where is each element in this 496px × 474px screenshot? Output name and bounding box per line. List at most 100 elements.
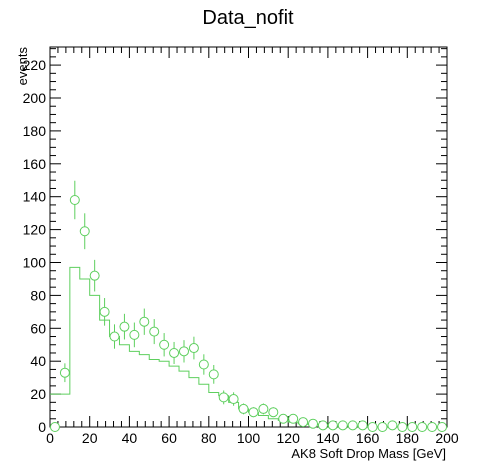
y-axis: 0 20 40 60 80 100 120 140 160 180 200 220 [23, 48, 447, 435]
data-marker [248, 407, 259, 418]
data-point [208, 364, 219, 384]
data-marker [407, 422, 418, 432]
data-point [437, 422, 448, 432]
y-tick-label: 60 [30, 320, 46, 336]
data-point [387, 420, 398, 431]
data-point [59, 363, 70, 383]
data-point [178, 340, 189, 363]
mc-step-line [50, 266, 447, 428]
x-tick-label: 20 [82, 430, 98, 446]
y-tick-label: 220 [23, 57, 47, 73]
x-tick-label: 120 [277, 430, 301, 446]
data-marker [188, 343, 199, 354]
data-marker [178, 346, 189, 357]
data-marker [99, 306, 110, 317]
data-marker [228, 394, 239, 405]
data-point [337, 420, 348, 431]
y-axis-label: events [15, 47, 30, 86]
data-point [228, 392, 239, 406]
data-point [119, 313, 130, 340]
y-tick-label: 40 [30, 353, 46, 369]
y-tick-label: 80 [30, 287, 46, 303]
y-tick-label: 180 [23, 123, 47, 139]
data-point [99, 298, 110, 326]
data-marker [59, 367, 70, 378]
data-point [49, 422, 60, 432]
y-tick-label: 140 [23, 189, 47, 205]
data-point [308, 418, 319, 429]
data-points [49, 180, 448, 432]
chart-title: Data_nofit [202, 7, 294, 29]
x-tick-label: 200 [435, 430, 459, 446]
data-point [69, 180, 80, 220]
y-tick-label: 160 [23, 156, 47, 172]
y-tick-label: 20 [30, 386, 46, 402]
data-marker [268, 407, 279, 418]
data-point [407, 422, 418, 432]
data-marker [288, 413, 299, 424]
data-point [188, 336, 199, 360]
data-point [347, 420, 358, 431]
data-marker [397, 422, 408, 432]
data-point [357, 420, 368, 431]
data-marker [129, 329, 140, 340]
x-tick-label: 40 [122, 430, 138, 446]
data-marker [208, 369, 219, 380]
x-tick-label: 160 [356, 430, 380, 446]
data-point [417, 422, 428, 432]
data-marker [317, 420, 328, 431]
y-tick-label: 200 [23, 90, 47, 106]
data-point [89, 259, 100, 292]
data-marker [298, 417, 309, 428]
y-tick-label: 0 [38, 419, 46, 435]
y-tick-label: 120 [23, 222, 47, 238]
data-point [169, 341, 180, 364]
data-marker [218, 392, 229, 403]
mc-histogram [50, 266, 447, 428]
data-marker [159, 339, 170, 350]
data-marker [347, 420, 358, 431]
data-marker [119, 321, 130, 332]
data-point [298, 417, 309, 428]
data-point [218, 390, 229, 405]
data-marker [49, 422, 60, 432]
data-marker [149, 326, 160, 337]
data-marker [377, 422, 388, 432]
y-tick-label: 100 [23, 254, 47, 270]
data-marker [139, 316, 150, 327]
data-point [327, 420, 338, 431]
data-point [238, 403, 249, 415]
data-point [367, 422, 378, 432]
data-marker [437, 422, 448, 432]
data-marker [308, 418, 319, 429]
plot-frame [49, 46, 448, 428]
data-point [129, 322, 140, 348]
data-point [278, 413, 289, 424]
data-point [149, 319, 160, 345]
data-point [198, 354, 209, 375]
data-point [159, 333, 170, 357]
data-point [288, 413, 299, 424]
data-marker [169, 347, 180, 358]
data-marker [198, 359, 209, 370]
data-marker [89, 270, 100, 281]
data-marker [367, 422, 378, 432]
data-marker [357, 420, 368, 431]
x-tick-label: 100 [237, 430, 261, 446]
data-marker [327, 420, 338, 431]
data-point [79, 213, 90, 250]
data-point [268, 407, 279, 418]
data-marker [79, 226, 90, 237]
data-marker [258, 403, 269, 414]
data-point [377, 422, 388, 432]
data-marker [69, 194, 80, 205]
data-point [248, 407, 259, 418]
x-tick-label: 0 [46, 430, 54, 446]
data-marker [387, 420, 398, 431]
x-tick-label: 60 [161, 430, 177, 446]
data-point [258, 403, 269, 415]
x-tick-label: 80 [201, 430, 217, 446]
x-axis: 0 20 40 60 80 100 120 140 160 180 200 [46, 47, 459, 446]
data-point [109, 324, 120, 349]
